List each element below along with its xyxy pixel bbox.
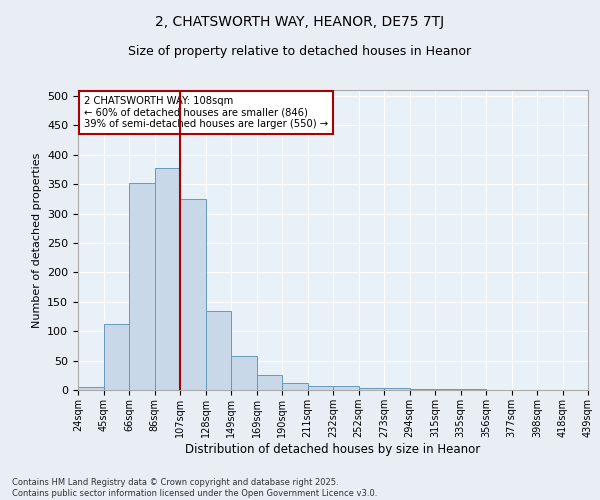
Bar	[129, 183, 155, 390]
Bar	[282, 383, 308, 390]
Bar	[257, 376, 282, 390]
Bar	[78, 387, 104, 390]
Y-axis label: Number of detached properties: Number of detached properties	[32, 152, 41, 328]
Text: 2, CHATSWORTH WAY, HEANOR, DE75 7TJ: 2, CHATSWORTH WAY, HEANOR, DE75 7TJ	[155, 15, 445, 29]
Bar	[104, 324, 129, 390]
Bar	[333, 386, 359, 390]
Text: 2 CHATSWORTH WAY: 108sqm
← 60% of detached houses are smaller (846)
39% of semi-: 2 CHATSWORTH WAY: 108sqm ← 60% of detach…	[83, 96, 328, 129]
Bar	[308, 386, 333, 390]
Text: Contains HM Land Registry data © Crown copyright and database right 2025.
Contai: Contains HM Land Registry data © Crown c…	[12, 478, 377, 498]
Bar	[384, 388, 409, 390]
Text: Size of property relative to detached houses in Heanor: Size of property relative to detached ho…	[128, 45, 472, 58]
Bar	[180, 199, 205, 390]
Bar	[359, 388, 384, 390]
Bar	[231, 356, 257, 390]
Bar	[155, 168, 180, 390]
Bar	[205, 310, 231, 390]
X-axis label: Distribution of detached houses by size in Heanor: Distribution of detached houses by size …	[185, 442, 481, 456]
